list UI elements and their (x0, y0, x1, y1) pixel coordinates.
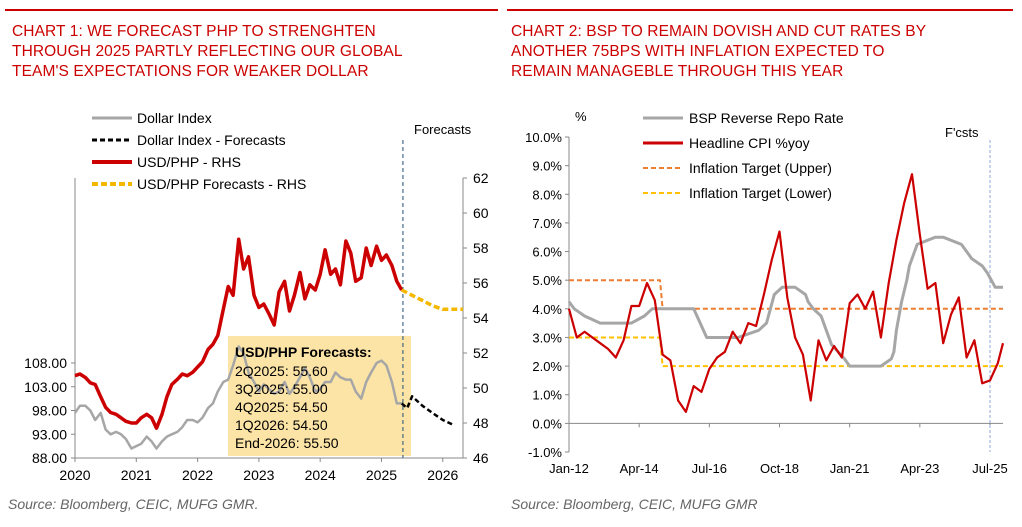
dollar-index-line (73, 345, 402, 450)
y-tick-label-right: 46 (473, 450, 489, 466)
callout-line: End-2026: 55.50 (235, 435, 339, 451)
chart2-title-rule (507, 9, 1013, 11)
callout-line: 2Q2025: 55.60 (235, 363, 328, 379)
y-tick-label-right: 58 (473, 240, 489, 256)
y-tick-label-right: 62 (473, 170, 489, 186)
callout-line: 3Q2025: 55.00 (235, 381, 328, 397)
chart1-source: Source: Bloomberg, CEIC, MUFG GMR. (8, 496, 259, 512)
y-tick-label-right: 50 (473, 380, 489, 396)
chart1-title: CHART 1: WE FORECAST PHP TO STRENGHTEN T… (12, 22, 403, 82)
chart1-panel: CHART 1: WE FORECAST PHP TO STRENGHTEN T… (0, 0, 503, 527)
chart1-plot: 108.00 103.00 98.00 93.00 88.00 62 60 58 56 54 52 5… (24, 110, 489, 483)
x-tick-label: Apr-14 (620, 461, 659, 476)
usdphp-line (74, 237, 404, 430)
legend-label: Dollar Index - Forecasts (137, 132, 286, 148)
target-lower-line (569, 336, 1003, 368)
legend-label: USD/PHP - RHS (137, 154, 241, 170)
y-tick-label-right: 56 (473, 275, 489, 291)
y-tick-label: 6.0% (532, 245, 562, 260)
x-tick-label: Apr-23 (900, 461, 939, 476)
bsp-rate-line (567, 235, 1003, 368)
y-tick-label: 7.0% (532, 216, 562, 231)
x-tick-label: 2022 (182, 467, 213, 483)
chart1-legend: Dollar Index Dollar Index - Forecasts US… (92, 110, 306, 192)
x-tick-label: 2024 (305, 467, 336, 483)
y-tick-label-left: 98.00 (32, 403, 67, 419)
x-tick-label: Jan-12 (549, 461, 589, 476)
forecast-label: F'csts (945, 125, 979, 140)
y-tick-label-right: 52 (473, 345, 489, 361)
x-tick-label: Jan-21 (830, 461, 870, 476)
y-tick-label: -1.0% (528, 445, 562, 460)
chart2-title-line: ANOTHER 75BPS WITH INFLATION EXPECTED TO (511, 43, 885, 60)
y-tick-label-left: 88.00 (32, 450, 67, 466)
forecast-label: Forecasts (414, 122, 472, 137)
headline-cpi-line (567, 173, 1005, 413)
chart1-title-line: THROUGH 2025 PARTLY REFLECTING OUR GLOBA… (12, 43, 403, 60)
x-tick-label: 2021 (121, 467, 152, 483)
legend-label: USD/PHP Forecasts - RHS (137, 176, 306, 192)
y-tick-label: 10.0% (525, 130, 562, 145)
y-tick-label: 9.0% (532, 159, 562, 174)
chart2-plot: 10.0% 9.0% 8.0% 7.0% 6.0% 5.0% 4.0% 3.0% 2.0% 1.0… (525, 109, 1008, 476)
x-tick-label: Oct-18 (760, 461, 799, 476)
chart2-legend: BSP Reverse Repo Rate Headline CPI %yoy … (643, 110, 844, 201)
x-tick-label: 2020 (59, 467, 90, 483)
dollar-index-forecast-line (400, 395, 454, 426)
legend-label: Headline CPI %yoy (689, 135, 810, 151)
callout-line: 4Q2025: 54.50 (235, 399, 328, 415)
x-tick-label: 2026 (427, 467, 458, 483)
y-tick-label-left: 103.00 (24, 379, 67, 395)
callout-line: 1Q2026: 54.50 (235, 417, 328, 433)
y-tick-label: 2.0% (532, 359, 562, 374)
chart2-panel: CHART 2: BSP TO REMAIN DOVISH AND CUT RA… (503, 0, 1022, 527)
y-tick-label: 3.0% (532, 330, 562, 345)
callout-title: USD/PHP Forecasts: (235, 344, 372, 360)
forecast-callout-box (228, 336, 411, 456)
y-tick-label: 4.0% (532, 302, 562, 317)
chart2-title-line: REMAIN MANAGEBLE THROUGH THIS YEAR (511, 63, 844, 80)
y-tick-label-right: 60 (473, 205, 489, 221)
y-tick-label: 5.0% (532, 273, 562, 288)
y-tick-label-left: 93.00 (32, 426, 67, 442)
x-tick-label: 2023 (243, 467, 274, 483)
legend-label: BSP Reverse Repo Rate (689, 110, 844, 126)
chart1-title-line: TEAM'S EXPECTATIONS FOR WEAKER DOLLAR (12, 63, 369, 80)
legend-label: Dollar Index (137, 110, 212, 126)
x-tick-label: Jul-25 (972, 461, 1007, 476)
chart2-title: CHART 2: BSP TO REMAIN DOVISH AND CUT RA… (511, 22, 926, 82)
y-tick-label-right: 48 (473, 415, 489, 431)
chart2-title-line: CHART 2: BSP TO REMAIN DOVISH AND CUT RA… (511, 23, 927, 40)
y-tick-label: 8.0% (532, 187, 562, 202)
usdphp-forecast-line (400, 288, 463, 312)
y-unit-label: % (575, 109, 587, 124)
target-upper-line (569, 279, 1003, 310)
y-tick-label-left: 108.00 (24, 355, 67, 371)
legend-label: Inflation Target (Upper) (689, 160, 832, 176)
y-tick-label: 1.0% (532, 388, 562, 403)
chart1-title-rule (5, 9, 498, 11)
chart1-title-line: CHART 1: WE FORECAST PHP TO STRENGHTEN (12, 23, 376, 40)
x-tick-label: 2025 (366, 467, 397, 483)
y-tick-label: 0.0% (532, 416, 562, 431)
y-tick-label-right: 54 (473, 310, 489, 326)
x-tick-label: Jul-16 (692, 461, 727, 476)
chart2-source: Source: Bloomberg, CEIC, MUFG GMR (511, 496, 758, 512)
legend-label: Inflation Target (Lower) (689, 185, 832, 201)
